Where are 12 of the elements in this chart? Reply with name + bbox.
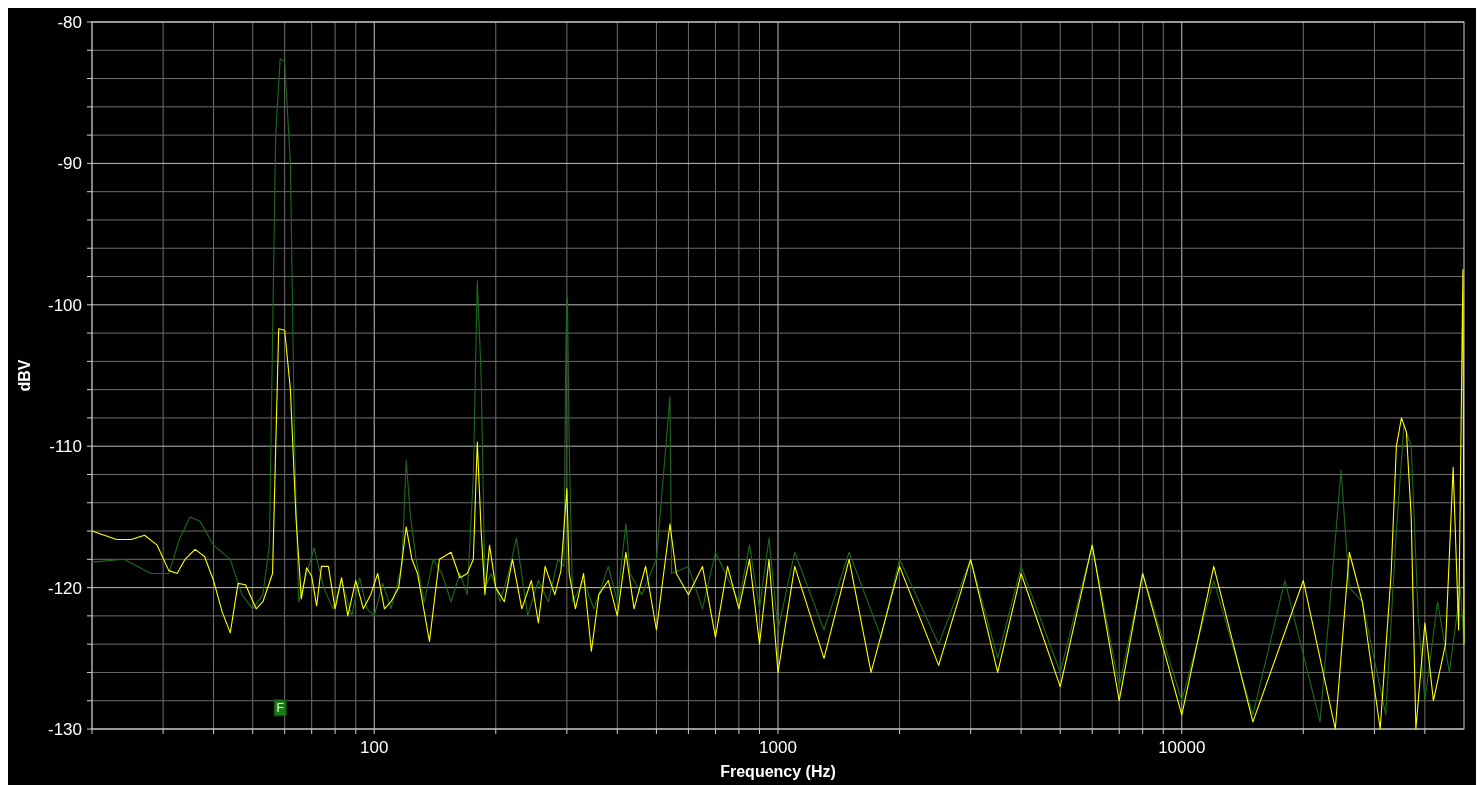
- x-tick-label: 1000: [759, 738, 797, 757]
- y-tick-label: -80: [57, 12, 82, 32]
- y-tick-label: -130: [47, 719, 82, 739]
- y-axis-title: dBV: [16, 359, 33, 392]
- y-tick-label: -110: [49, 437, 82, 457]
- x-tick-label: 10000: [1158, 738, 1206, 757]
- x-axis-title: Frequency (Hz): [720, 763, 836, 780]
- x-tick-label: 100: [360, 738, 389, 757]
- y-tick-label: -100: [47, 295, 82, 315]
- y-tick-label: -90: [57, 154, 82, 174]
- annotation: F: [276, 700, 284, 715]
- y-tick-label: -120: [47, 578, 82, 598]
